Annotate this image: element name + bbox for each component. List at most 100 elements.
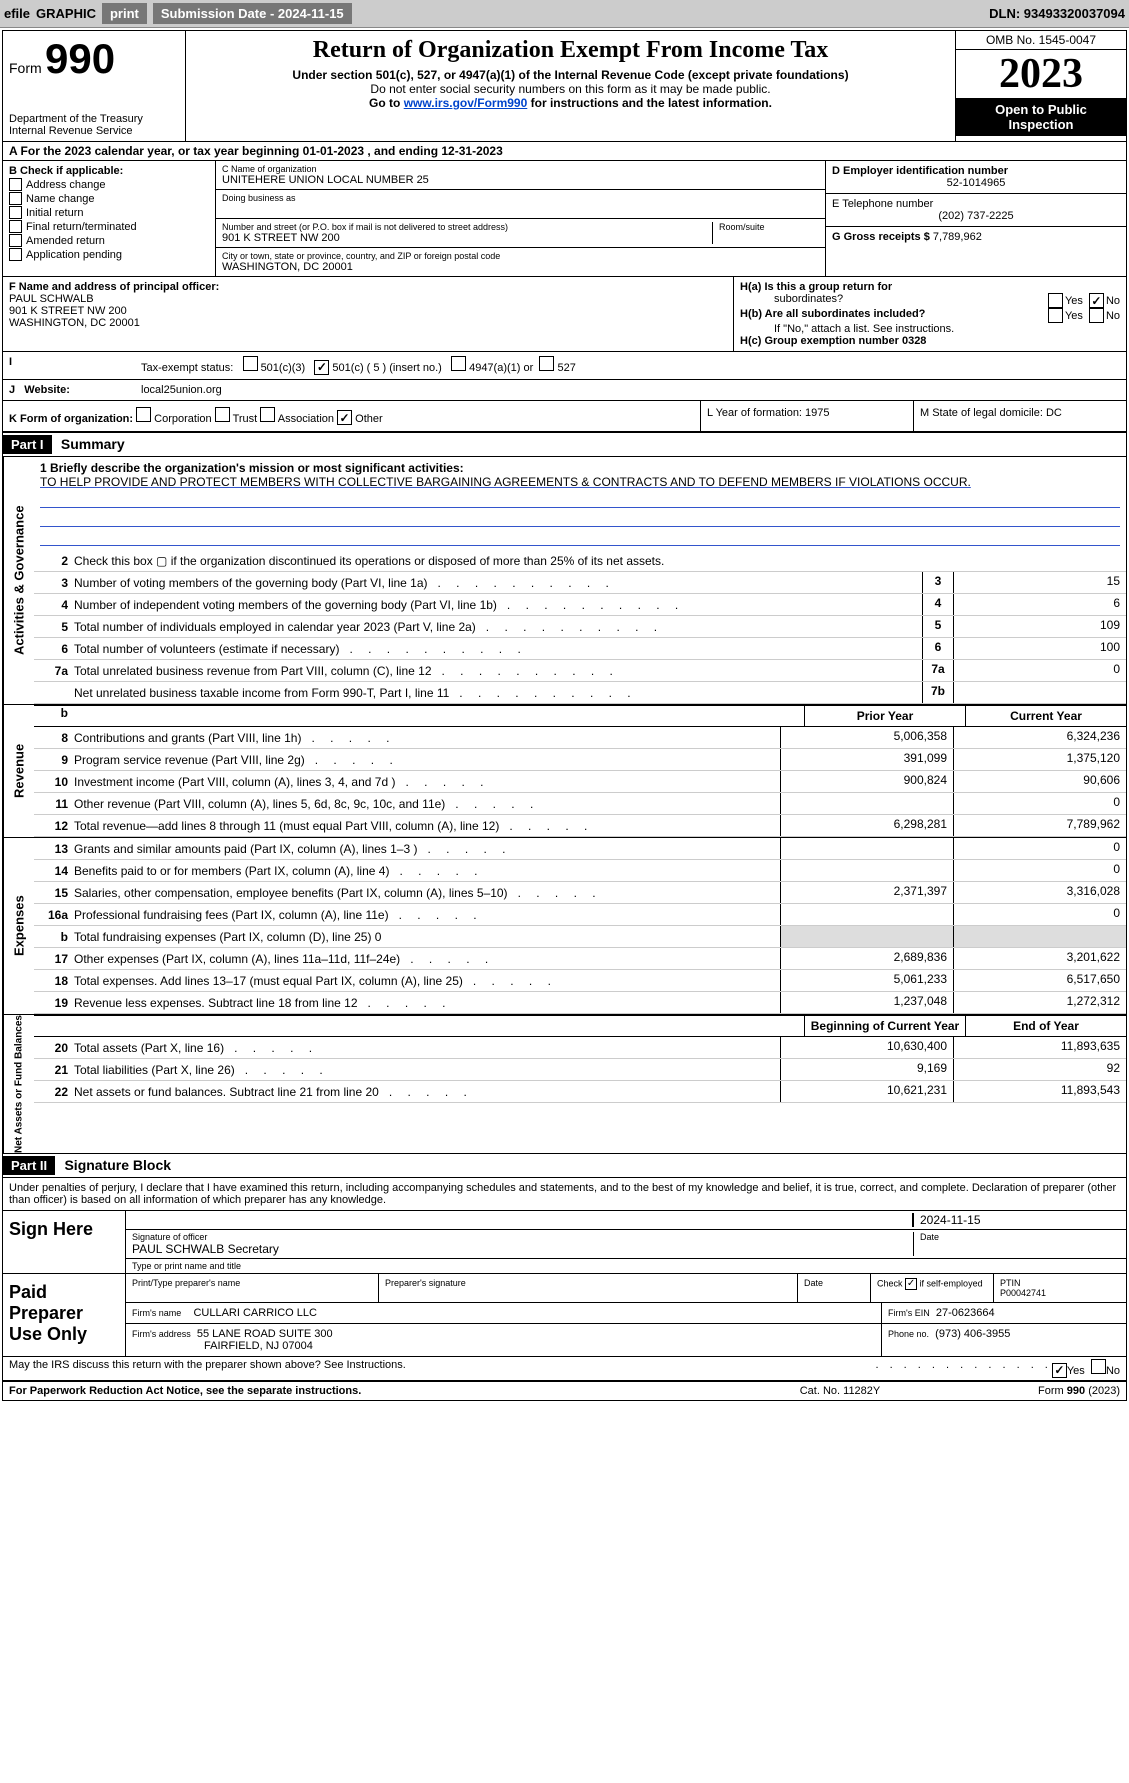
paid-preparer-label: Paid Preparer Use Only xyxy=(3,1274,126,1356)
footer-right: Form 990 (2023) xyxy=(920,1385,1120,1397)
part2-hdr: Part II xyxy=(3,1156,55,1175)
room-label: Room/suite xyxy=(719,222,819,232)
subtitle-2: Do not enter social security numbers on … xyxy=(192,82,949,96)
data-line: 10Investment income (Part VIII, column (… xyxy=(34,771,1126,793)
cell-city: City or town, state or province, country… xyxy=(216,248,825,276)
firm-addr2: FAIRFIELD, NJ 07004 xyxy=(132,1340,875,1352)
box-f: F Name and address of principal officer:… xyxy=(3,277,734,351)
discuss-yes[interactable]: ✓ xyxy=(1052,1363,1067,1378)
officer-label: F Name and address of principal officer: xyxy=(9,281,727,293)
header-left: Form 990 Department of the Treasury Inte… xyxy=(3,31,186,141)
gov-line: 4Number of independent voting members of… xyxy=(34,594,1126,616)
firm-phone: (973) 406-3955 xyxy=(935,1328,1010,1340)
name-label: C Name of organization xyxy=(222,164,819,174)
row-klm: K Form of organization: Corporation Trus… xyxy=(3,401,1126,434)
sig-officer-label: Signature of officer xyxy=(132,1232,913,1242)
ha-no[interactable]: ✓ xyxy=(1089,293,1104,308)
part1-bar: Part I Summary xyxy=(3,433,1126,457)
part2-bar: Part II Signature Block xyxy=(3,1154,1126,1178)
paid-preparer-row: Paid Preparer Use Only Print/Type prepar… xyxy=(3,1274,1126,1357)
part1-hdr: Part I xyxy=(3,435,52,454)
chk-selfemp[interactable]: ✓ xyxy=(905,1278,917,1290)
entity-grid: B Check if applicable: Address changeNam… xyxy=(3,161,1126,277)
chk-other[interactable]: ✓ xyxy=(337,410,352,425)
dba-label: Doing business as xyxy=(222,193,819,203)
subtitle-3: Go to www.irs.gov/Form990 for instructio… xyxy=(192,96,949,110)
firm-ein-label: Firm's EIN xyxy=(888,1308,930,1318)
officer-name: PAUL SCHWALB xyxy=(9,293,727,305)
chk-4947[interactable] xyxy=(451,356,466,371)
form-header: Form 990 Department of the Treasury Inte… xyxy=(3,31,1126,142)
footer-mid: Cat. No. 11282Y xyxy=(760,1385,920,1397)
chk-corp[interactable] xyxy=(136,407,151,422)
hb-no[interactable] xyxy=(1089,308,1104,323)
ptin-value: P00042741 xyxy=(1000,1288,1120,1298)
section-netassets: Net Assets or Fund Balances Beginning of… xyxy=(3,1015,1126,1154)
h-a2: subordinates? xyxy=(740,293,1042,308)
vtab-netassets: Net Assets or Fund Balances xyxy=(3,1015,34,1153)
net-col-hdr: Beginning of Current Year End of Year xyxy=(34,1015,1126,1037)
boxb-option[interactable]: Amended return xyxy=(9,234,209,247)
print-button[interactable]: print xyxy=(102,3,147,24)
data-line: bTotal fundraising expenses (Part IX, co… xyxy=(34,926,1126,948)
chk-527[interactable] xyxy=(539,356,554,371)
form-org-label: K Form of organization: xyxy=(9,413,133,425)
vtab-expenses: Expenses xyxy=(3,838,34,1014)
boxb-option[interactable]: Address change xyxy=(9,178,209,191)
data-line: 16aProfessional fundraising fees (Part I… xyxy=(34,904,1126,926)
sign-here-label: Sign Here xyxy=(3,1211,126,1273)
prep-date-hdr: Date xyxy=(798,1274,871,1302)
mission-text: TO HELP PROVIDE AND PROTECT MEMBERS WITH… xyxy=(40,475,1120,489)
chk-501c3[interactable] xyxy=(243,356,258,371)
city-label: City or town, state or province, country… xyxy=(222,251,819,261)
boxb-option[interactable]: Name change xyxy=(9,192,209,205)
inspect-2: Inspection xyxy=(958,117,1124,132)
date-label: Date xyxy=(920,1232,1120,1242)
sign-here-row: Sign Here 2024-11-15 Signature of office… xyxy=(3,1211,1126,1274)
type-name-label: Type or print name and title xyxy=(132,1261,1120,1271)
addr-value: 901 K STREET NW 200 xyxy=(222,232,706,244)
discuss-no[interactable] xyxy=(1091,1359,1106,1374)
form-990: Form 990 Department of the Treasury Inte… xyxy=(2,30,1127,1401)
firm-phone-label: Phone no. xyxy=(888,1329,929,1339)
ha-yes[interactable] xyxy=(1048,293,1063,308)
firm-ein: 27-0623664 xyxy=(936,1307,995,1319)
h-b2: If "No," attach a list. See instructions… xyxy=(740,323,1120,335)
data-line: 17Other expenses (Part IX, column (A), l… xyxy=(34,948,1126,970)
boxb-option[interactable]: Application pending xyxy=(9,248,209,261)
col-current: Current Year xyxy=(965,706,1126,726)
efile-label: efile xyxy=(4,6,30,21)
vtab-revenue: Revenue xyxy=(3,705,34,837)
hb-yes[interactable] xyxy=(1048,308,1063,323)
boxb-option[interactable]: Final return/terminated xyxy=(9,220,209,233)
data-line: 13Grants and similar amounts paid (Part … xyxy=(34,838,1126,860)
data-line: 14Benefits paid to or for members (Part … xyxy=(34,860,1126,882)
cell-address: Number and street (or P.O. box if mail i… xyxy=(216,219,825,248)
inspect-1: Open to Public xyxy=(958,102,1124,117)
col-prior: Prior Year xyxy=(804,706,965,726)
data-line: 8Contributions and grants (Part VIII, li… xyxy=(34,727,1126,749)
chk-501c[interactable]: ✓ xyxy=(314,360,329,375)
website-label: Website: xyxy=(24,384,70,396)
gov-line: 3Number of voting members of the governi… xyxy=(34,572,1126,594)
data-line: 15Salaries, other compensation, employee… xyxy=(34,882,1126,904)
footer-left: For Paperwork Reduction Act Notice, see … xyxy=(9,1385,760,1397)
city-value: WASHINGTON, DC 20001 xyxy=(222,261,819,273)
data-line: 20Total assets (Part X, line 16) . . . .… xyxy=(34,1037,1126,1059)
discuss-row: May the IRS discuss this return with the… xyxy=(3,1357,1126,1381)
chk-assoc[interactable] xyxy=(260,407,275,422)
row-i: I Tax-exempt status: 501(c)(3) ✓ 501(c) … xyxy=(3,352,1126,380)
chk-trust[interactable] xyxy=(215,407,230,422)
officer-addr2: WASHINGTON, DC 20001 xyxy=(9,317,727,329)
dln-label: DLN: 93493320037094 xyxy=(989,6,1125,21)
boxb-option[interactable]: Initial return xyxy=(9,206,209,219)
irs-link[interactable]: www.irs.gov/Form990 xyxy=(404,96,528,110)
mission-label: 1 Briefly describe the organization's mi… xyxy=(40,461,1120,475)
part1-title: Summary xyxy=(61,436,125,452)
cell-name: C Name of organization UNITEHERE UNION L… xyxy=(216,161,825,190)
box-b: B Check if applicable: Address changeNam… xyxy=(3,161,216,276)
irs-label: Internal Revenue Service xyxy=(9,125,179,137)
subtitle-1: Under section 501(c), 527, or 4947(a)(1)… xyxy=(192,68,949,82)
officer-addr1: 901 K STREET NW 200 xyxy=(9,305,727,317)
box-degh: D Employer identification number 52-1014… xyxy=(825,161,1126,276)
